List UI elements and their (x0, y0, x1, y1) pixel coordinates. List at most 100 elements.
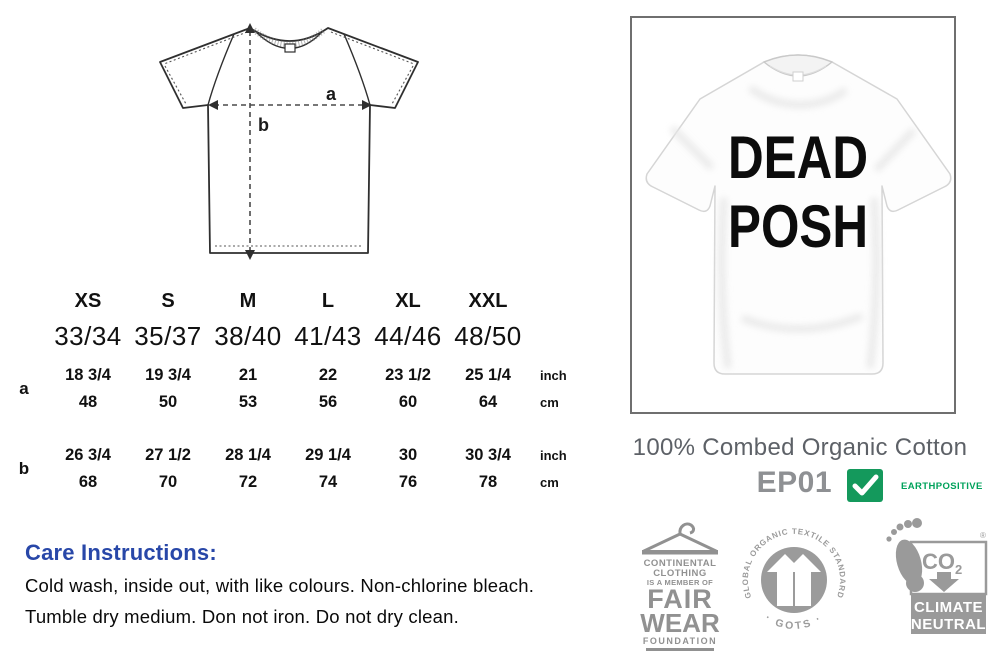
product-code: EP01 (756, 466, 832, 499)
care-instructions-title: Care Instructions: (25, 540, 217, 565)
shoulder-stitch-left (163, 31, 248, 65)
svg-text:· GOTS ·: · GOTS · (763, 612, 825, 632)
value-a-inch: 21 (238, 366, 258, 384)
value-b-inch: 26 3/4 (65, 446, 111, 464)
tshirt-photo-illustration: DEAD POSH (645, 54, 952, 375)
chest-size-row: 33/34 35/37 38/40 41/43 44/46 48/50 (0, 316, 600, 356)
sleeve-seam-left (207, 33, 235, 106)
value-b-cm: 72 (238, 473, 258, 491)
earthpositive-badge (847, 469, 883, 502)
unit-cm: cm (540, 475, 559, 490)
climate-box-filled (911, 594, 986, 634)
value-b-inch: 27 1/2 (145, 446, 191, 464)
earthpositive-label: EARTHPOSITIVE (901, 481, 983, 492)
size-label-s: S (161, 290, 175, 312)
climate-line2: NEUTRAL (911, 616, 986, 633)
fairwear-word1: FAIR (647, 584, 713, 614)
unit-inch: inch (540, 448, 567, 463)
value-a-inch: 22 (318, 366, 338, 384)
fairwear-line3: IS A MEMBER OF (647, 578, 713, 587)
sleeve-seam-right (343, 33, 371, 106)
gots-circle (761, 547, 827, 613)
hanger-bar (642, 550, 718, 555)
collar-tag (284, 43, 296, 53)
value-a-cm: 50 (158, 393, 178, 411)
material-label: 100% Combed Organic Cotton (632, 434, 968, 461)
size-header-row: XS S M L XL XXL (0, 286, 600, 316)
diagram-label-b: b (258, 115, 269, 135)
chest-size: 35/37 (134, 321, 202, 351)
measurement-row-a: a 18 3/4 19 3/4 21 22 23 1/2 25 1/4 inch… (0, 362, 600, 416)
chest-size: 44/46 (374, 321, 442, 351)
print-line-dead: DEAD (728, 124, 868, 191)
value-b-cm: 78 (478, 473, 498, 491)
fairwear-line2: CLOTHING (653, 568, 707, 579)
care-instructions-line: Tumble dry medium. Don not iron. Do not … (25, 606, 459, 627)
arrow-b-top (245, 23, 255, 33)
check-icon (852, 474, 879, 496)
value-a-cm: 48 (78, 393, 98, 411)
value-a-cm: 53 (238, 393, 258, 411)
measurement-row-b: b 26 3/4 27 1/2 28 1/4 29 1/4 30 30 3/4 … (0, 442, 600, 496)
fairwear-line1: CONTINENTAL (644, 558, 717, 569)
size-label-m: M (239, 290, 257, 312)
fairwear-underline (646, 648, 714, 651)
row-a-cm: 48 50 53 56 60 64 cm (48, 389, 598, 416)
value-b-cm: 70 (158, 473, 178, 491)
sleeve-stitch-left (164, 65, 187, 105)
diagram-label-a: a (326, 84, 337, 104)
size-label-xxl: XXL (468, 290, 508, 312)
row-a-inch: 18 3/4 19 3/4 21 22 23 1/2 25 1/4 inch (48, 362, 598, 389)
row-b-label: b (18, 459, 30, 478)
value-a-cm: 64 (478, 393, 498, 411)
value-a-inch: 25 1/4 (465, 366, 511, 384)
registered-mark: ® (980, 531, 986, 540)
co2-text: CO2 (922, 549, 962, 577)
value-a-inch: 18 3/4 (65, 366, 111, 384)
size-label-xl: XL (395, 290, 421, 312)
value-b-inch: 30 (398, 446, 418, 464)
climate-neutral-logo: ® CO2 CLIMATE NEUTRAL (886, 518, 988, 634)
down-arrow-icon (929, 572, 959, 592)
sleeve-stitch-right (391, 65, 414, 105)
shirt-icon (767, 554, 821, 606)
row-b-inch: 26 3/4 27 1/2 28 1/4 29 1/4 30 30 3/4 in… (48, 442, 598, 469)
arrow-a-left (208, 100, 218, 110)
fairwear-word2: WEAR (640, 608, 720, 638)
fairwear-line6: FOUNDATION (643, 636, 717, 646)
print-line-posh: POSH (728, 193, 868, 260)
value-a-cm: 60 (398, 393, 418, 411)
value-b-inch: 28 1/4 (225, 446, 271, 464)
care-instructions-line: Cold wash, inside out, with like colours… (25, 575, 535, 596)
product-photo: DEAD POSH (630, 16, 956, 414)
tshirt-measurement-diagram: a b (159, 23, 419, 260)
shoulder-stitch-right (330, 31, 415, 65)
gots-logo: GLOBAL ORGANIC TEXTILE STANDARD · GOTS · (741, 527, 846, 632)
fair-wear-logo: CONTINENTAL CLOTHING IS A MEMBER OF FAIR… (640, 522, 720, 651)
value-b-inch: 30 3/4 (465, 446, 511, 464)
fabric-wrinkles (669, 85, 917, 369)
hanger-icon (642, 522, 718, 553)
size-label-xs: XS (74, 290, 102, 312)
photo-collar-tag (792, 71, 804, 82)
value-b-cm: 76 (398, 473, 418, 491)
care-instructions: Care Instructions: Cold wash, inside out… (25, 540, 534, 628)
value-a-inch: 23 1/2 (385, 366, 431, 384)
unit-cm: cm (540, 395, 559, 410)
row-b-cm: 68 70 72 74 76 78 cm (48, 469, 598, 496)
arrow-b-bottom (245, 250, 255, 260)
row-a-label: a (19, 379, 29, 398)
value-b-cm: 68 (78, 473, 98, 491)
arrow-a-right (362, 100, 372, 110)
value-a-cm: 56 (318, 393, 338, 411)
chest-size: 48/50 (454, 321, 522, 351)
gots-bottom-text: · GOTS · (763, 612, 822, 632)
unit-inch: inch (540, 368, 567, 383)
value-b-cm: 74 (318, 473, 338, 491)
footprint-icon (886, 518, 924, 592)
chest-size: 38/40 (214, 321, 282, 351)
chest-size: 33/34 (54, 321, 122, 351)
climate-line1: CLIMATE (914, 599, 983, 616)
photo-collar-band (762, 54, 834, 77)
